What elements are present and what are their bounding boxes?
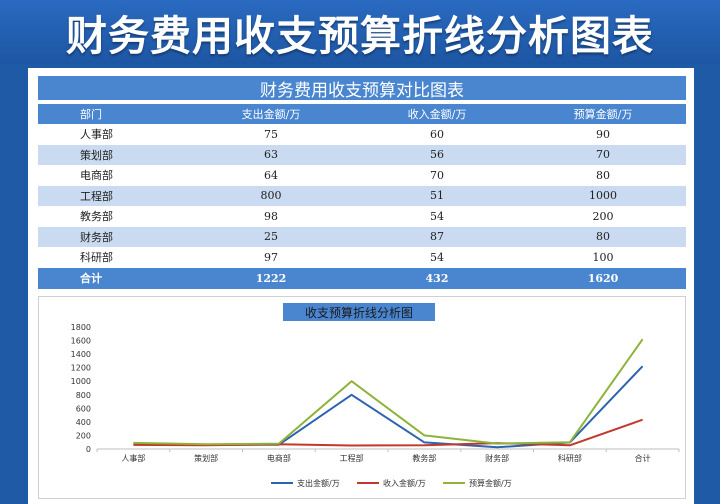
cell-spending: 98 bbox=[264, 209, 278, 223]
y-tick-label: 1000 bbox=[71, 377, 91, 386]
y-tick-label: 600 bbox=[76, 404, 91, 413]
total-income: 432 bbox=[354, 267, 520, 289]
header-department: 部门 bbox=[38, 104, 188, 124]
y-tick-label: 1200 bbox=[71, 364, 91, 373]
table-row: 电商部 64 70 80 bbox=[38, 165, 686, 186]
y-tick-label: 1600 bbox=[71, 337, 91, 346]
table-header-row: 部门 支出金额/万 收入金额/万 预算金额/万 bbox=[38, 104, 686, 124]
header-budget: 预算金额/万 bbox=[520, 104, 686, 124]
cell-spending: 25 bbox=[188, 226, 354, 247]
legend-label-1: 支出金额/万 bbox=[297, 478, 340, 488]
cell-income: 54 bbox=[430, 250, 444, 264]
cell-department: 科研部 bbox=[80, 251, 113, 265]
y-tick-label: 1400 bbox=[71, 350, 91, 359]
total-label: 合计 bbox=[38, 267, 188, 289]
x-tick-label: 财务部 bbox=[485, 453, 509, 463]
x-tick-label: 合计 bbox=[635, 453, 651, 463]
cell-budget: 1000 bbox=[520, 185, 686, 206]
y-tick-label: 200 bbox=[76, 431, 91, 440]
legend-label-2: 收入金额/万 bbox=[383, 478, 426, 488]
table-row: 人事部 75 60 90 bbox=[38, 124, 686, 145]
x-tick-label: 电商部 bbox=[267, 453, 291, 463]
cell-department: 教务部 bbox=[80, 210, 113, 224]
cell-budget: 70 bbox=[520, 144, 686, 165]
x-tick-label: 教务部 bbox=[412, 453, 436, 463]
cell-income: 87 bbox=[354, 226, 520, 247]
x-tick-label: 工程部 bbox=[340, 453, 364, 463]
cell-income: 70 bbox=[430, 168, 444, 182]
banner-title: 财务费用收支预算折线分析图表 bbox=[66, 12, 654, 60]
total-spending: 1222 bbox=[188, 267, 354, 289]
cell-income: 54 bbox=[430, 209, 444, 223]
cell-spending: 75 bbox=[264, 127, 278, 141]
total-budget: 1620 bbox=[520, 267, 686, 289]
cell-income: 51 bbox=[354, 185, 520, 206]
cell-spending: 63 bbox=[188, 144, 354, 165]
table-row: 策划部 63 56 70 bbox=[38, 144, 686, 165]
table-total-row: 合计 1222 432 1620 bbox=[38, 267, 686, 289]
line-chart-svg: 0 200 400 600 800 1000 1200 1400 1600 1800 人事部 策划部 电… bbox=[71, 323, 680, 488]
y-tick-label: 400 bbox=[76, 418, 91, 427]
page-banner: 财务费用收支预算折线分析图表 bbox=[0, 0, 720, 64]
x-tick-label: 科研部 bbox=[558, 453, 582, 463]
cell-department: 人事部 bbox=[80, 128, 113, 142]
chart-title: 收支预算折线分析图 bbox=[283, 303, 435, 321]
spreadsheet-area: 财务费用收支预算对比图表 部门 支出金额/万 收入金额/万 预算金额/万 人事部… bbox=[28, 68, 694, 504]
cell-budget: 90 bbox=[596, 127, 610, 141]
series-line-3 bbox=[133, 338, 644, 446]
header-spending: 支出金额/万 bbox=[188, 104, 354, 124]
cell-department: 策划部 bbox=[38, 144, 188, 165]
cell-budget: 80 bbox=[596, 168, 610, 182]
cell-budget: 80 bbox=[520, 226, 686, 247]
cell-department: 电商部 bbox=[80, 169, 113, 183]
table-row: 工程部 800 51 1000 bbox=[38, 185, 686, 206]
cell-spending: 97 bbox=[264, 250, 278, 264]
cell-spending: 64 bbox=[264, 168, 278, 182]
cell-budget: 200 bbox=[592, 209, 614, 223]
y-tick-label: 1800 bbox=[71, 323, 91, 332]
cell-income: 60 bbox=[430, 127, 444, 141]
table-row: 教务部 98 54 200 bbox=[38, 206, 686, 227]
series-line-1 bbox=[133, 365, 644, 449]
cell-budget: 100 bbox=[592, 250, 614, 264]
cell-department: 财务部 bbox=[38, 226, 188, 247]
y-tick-label: 0 bbox=[86, 445, 91, 454]
cell-income: 56 bbox=[354, 144, 520, 165]
header-income: 收入金额/万 bbox=[354, 104, 520, 124]
cell-spending: 800 bbox=[188, 185, 354, 206]
x-tick-label: 策划部 bbox=[194, 453, 218, 463]
budget-table: 部门 支出金额/万 收入金额/万 预算金额/万 人事部 75 60 90 策划部… bbox=[38, 104, 686, 289]
x-tick-label: 人事部 bbox=[121, 453, 145, 463]
y-tick-label: 800 bbox=[76, 391, 91, 400]
table-row: 财务部 25 87 80 bbox=[38, 226, 686, 247]
table-row: 科研部 97 54 100 bbox=[38, 247, 686, 268]
legend-label-3: 预算金额/万 bbox=[469, 478, 512, 488]
table-title: 财务费用收支预算对比图表 bbox=[38, 76, 686, 101]
line-chart: 0 200 400 600 800 1000 1200 1400 1600 1800 人事部 策划部 电… bbox=[38, 296, 686, 499]
cell-department: 工程部 bbox=[38, 185, 188, 206]
